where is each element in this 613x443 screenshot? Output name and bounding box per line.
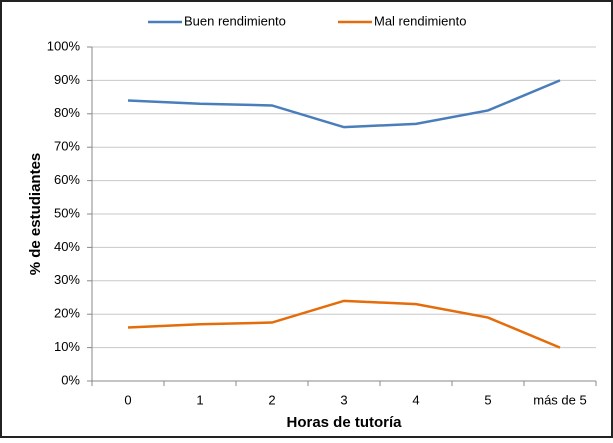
x-tick-label: 1 bbox=[196, 392, 203, 407]
x-axis-title: Horas de tutoría bbox=[286, 414, 402, 431]
y-tick-label: 20% bbox=[54, 306, 80, 321]
x-tick-label: más de 5 bbox=[533, 392, 586, 407]
y-tick-label: 10% bbox=[54, 339, 80, 354]
legend-label: Buen rendimiento bbox=[184, 13, 286, 28]
y-tick-label: 30% bbox=[54, 272, 80, 287]
y-tick-label: 90% bbox=[54, 72, 80, 87]
y-tick-label: 80% bbox=[54, 105, 80, 120]
y-tick-label: 60% bbox=[54, 172, 80, 187]
x-tick-label: 0 bbox=[124, 392, 131, 407]
x-tick-label: 4 bbox=[412, 392, 419, 407]
x-tick-label: 3 bbox=[340, 392, 347, 407]
y-tick-label: 40% bbox=[54, 239, 80, 254]
x-tick-label: 2 bbox=[268, 392, 275, 407]
y-tick-label: 0% bbox=[61, 372, 80, 387]
x-tick-label: 5 bbox=[484, 392, 491, 407]
y-tick-label: 70% bbox=[54, 139, 80, 154]
y-tick-label: 50% bbox=[54, 205, 80, 220]
series-line bbox=[127, 79, 561, 129]
legend-label: Mal rendimiento bbox=[374, 13, 467, 28]
y-axis-title: % de estudiantes bbox=[27, 153, 44, 276]
series-line bbox=[127, 299, 561, 349]
y-tick-label: 100% bbox=[47, 38, 81, 53]
